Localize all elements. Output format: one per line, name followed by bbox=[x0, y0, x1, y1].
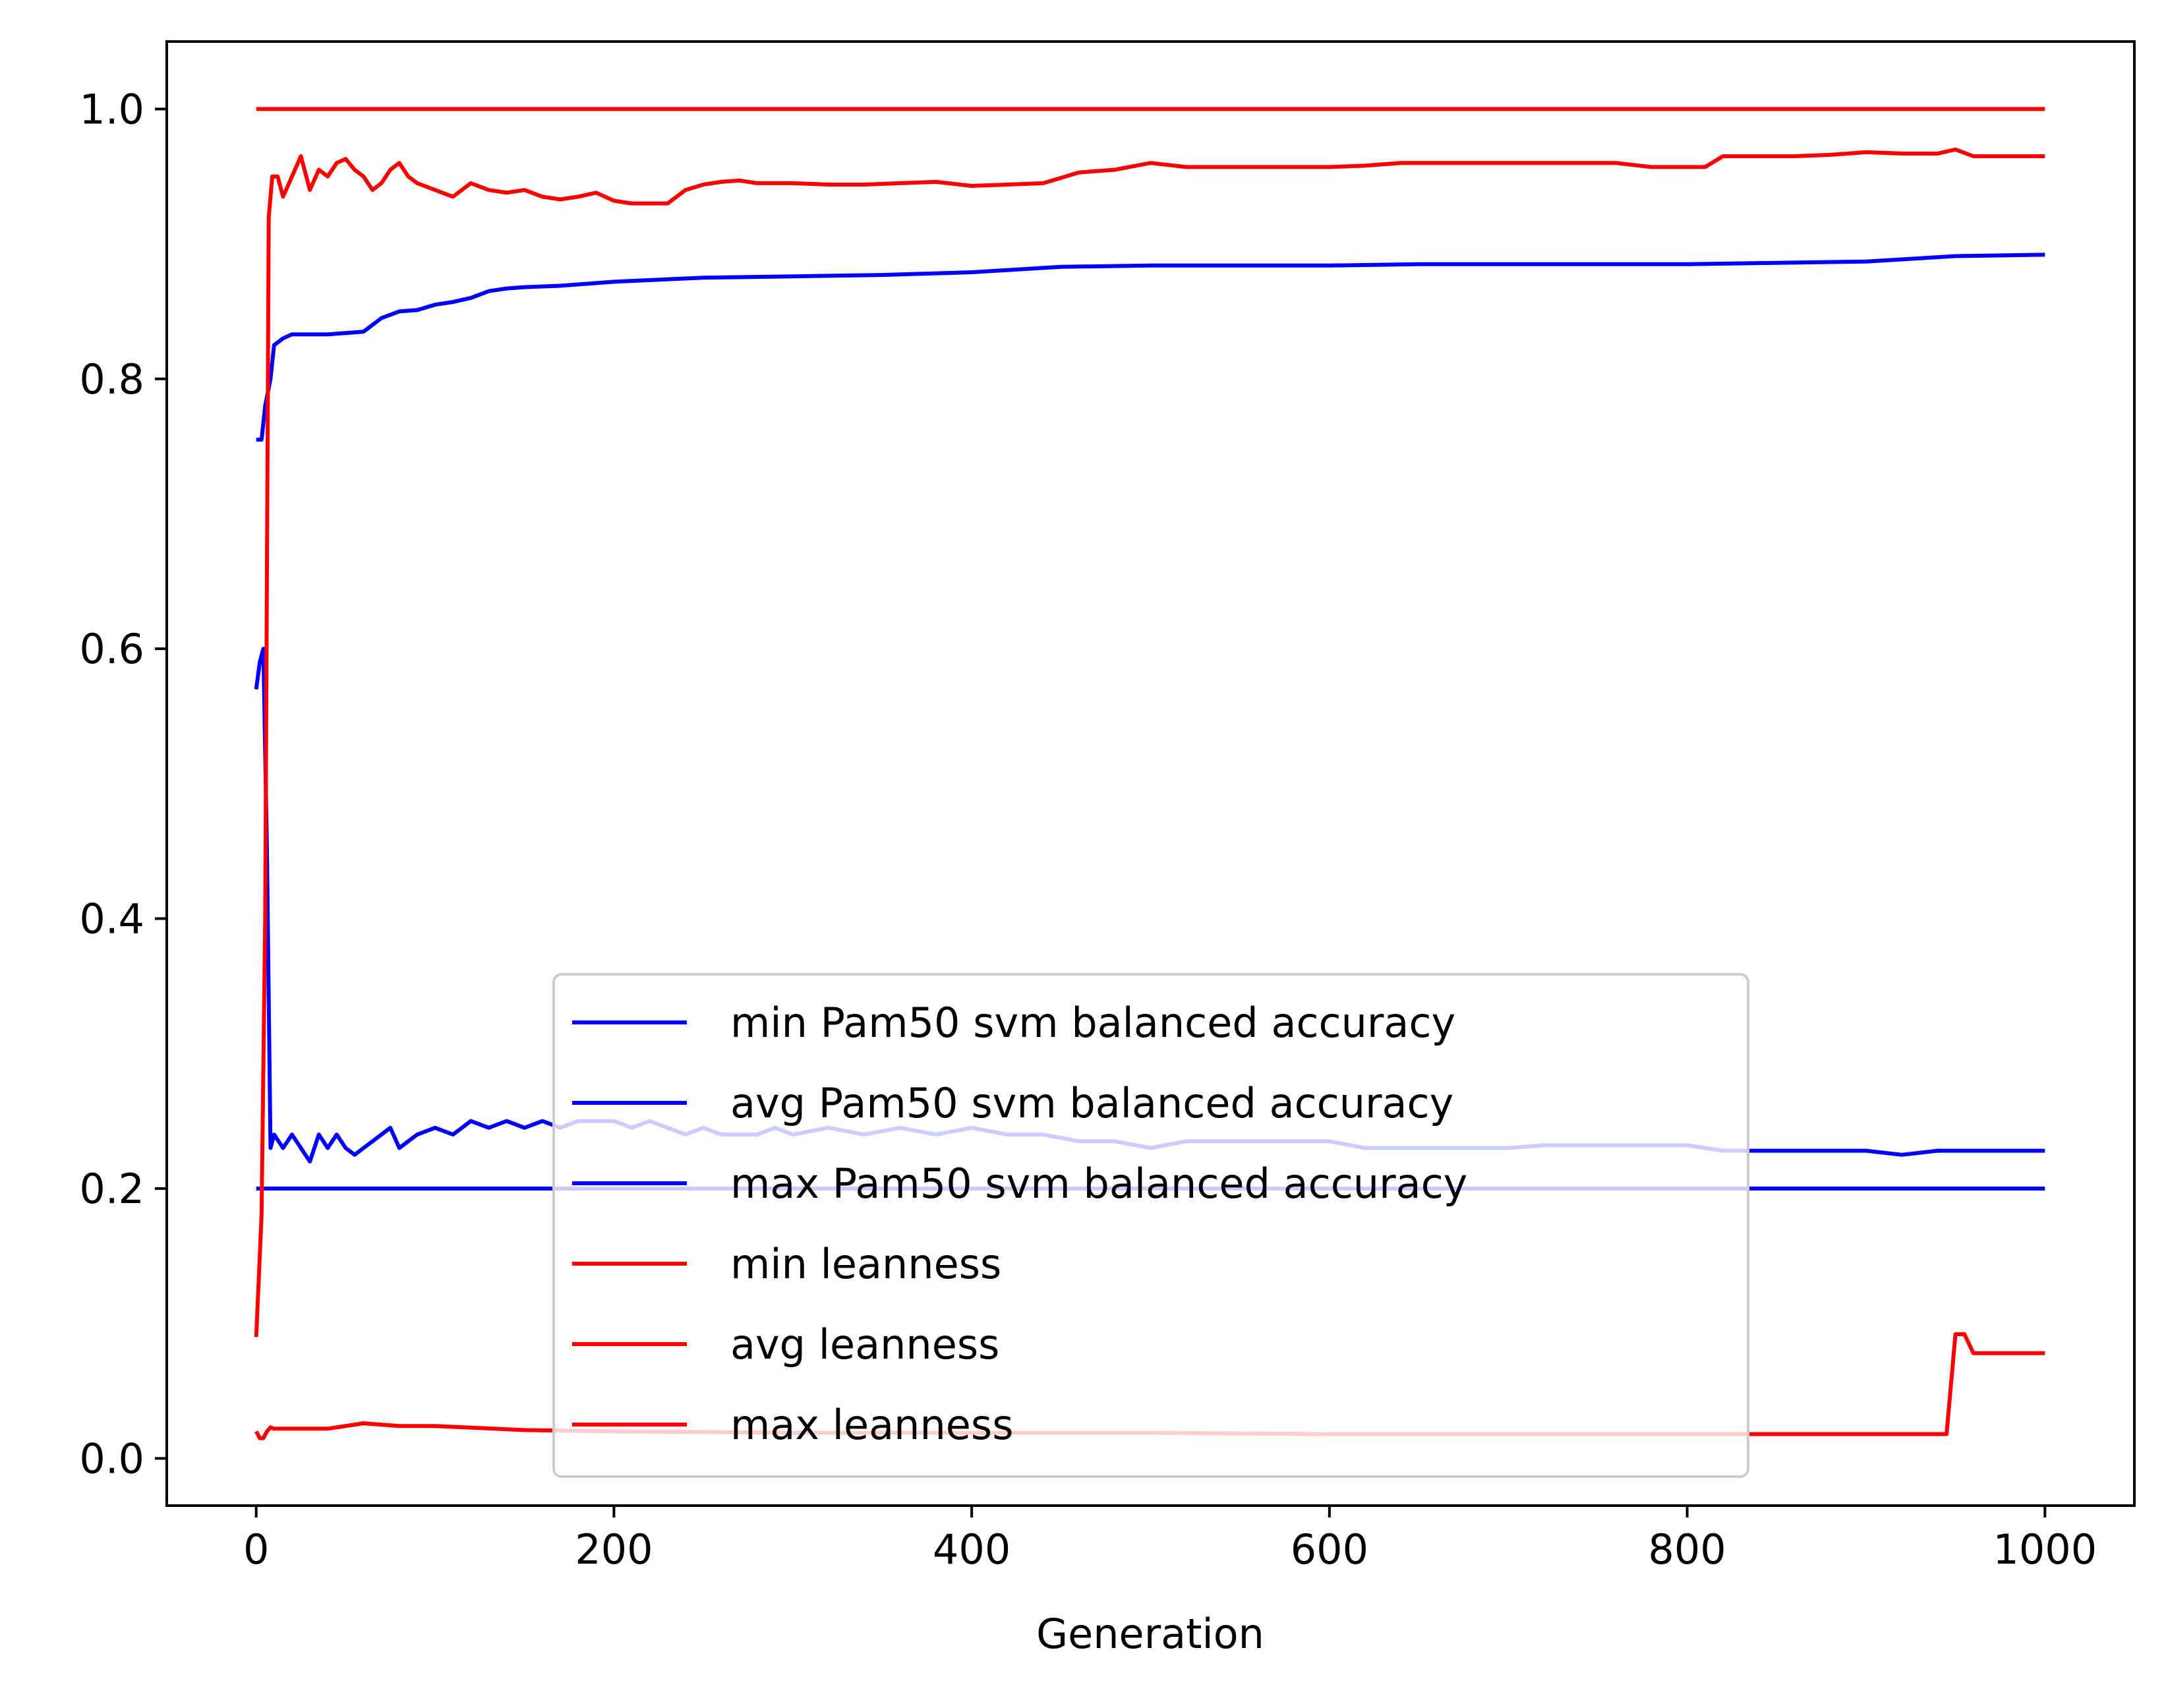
y-tick-label: 0.0 bbox=[79, 1434, 144, 1483]
x-axis-label: Generation bbox=[1036, 1610, 1264, 1658]
plot-lines bbox=[254, 107, 2045, 1440]
legend-label-5: max leanness bbox=[730, 1401, 1014, 1449]
x-tick-label: 400 bbox=[933, 1525, 1010, 1574]
plot-frame bbox=[165, 40, 2136, 1507]
series-line-4 bbox=[254, 147, 2045, 1338]
y-axis-ticks: 0.0 0.2 0.4 0.6 0.8 1.0 bbox=[79, 85, 167, 1483]
y-tick-label: 0.6 bbox=[79, 625, 144, 673]
x-tick-label: 1000 bbox=[1993, 1525, 2097, 1574]
legend-label-0: min Pam50 svm balanced accuracy bbox=[730, 999, 1455, 1047]
y-tick-label: 1.0 bbox=[79, 85, 144, 133]
x-tick-label: 200 bbox=[575, 1525, 653, 1574]
legend-box bbox=[552, 973, 1749, 1478]
legend-label-2: max Pam50 svm balanced accuracy bbox=[730, 1160, 1467, 1208]
legend-label-3: min leanness bbox=[730, 1240, 1001, 1288]
series-line-2 bbox=[256, 252, 2045, 442]
x-tick-label: 0 bbox=[243, 1525, 269, 1574]
y-tick-label: 0.2 bbox=[79, 1165, 144, 1213]
x-tick-label: 600 bbox=[1291, 1525, 1368, 1574]
legend: min Pam50 svm balanced accuracy avg Pam50… bbox=[552, 973, 1749, 1478]
y-tick-label: 0.4 bbox=[79, 895, 144, 943]
legend-label-1: avg Pam50 svm balanced accuracy bbox=[730, 1079, 1453, 1127]
x-tick-label: 800 bbox=[1648, 1525, 1726, 1574]
y-tick-label: 0.8 bbox=[79, 355, 144, 403]
legend-label-4: avg leanness bbox=[730, 1320, 999, 1369]
x-axis-ticks: 0 200 400 600 800 1000 bbox=[243, 1506, 2097, 1574]
